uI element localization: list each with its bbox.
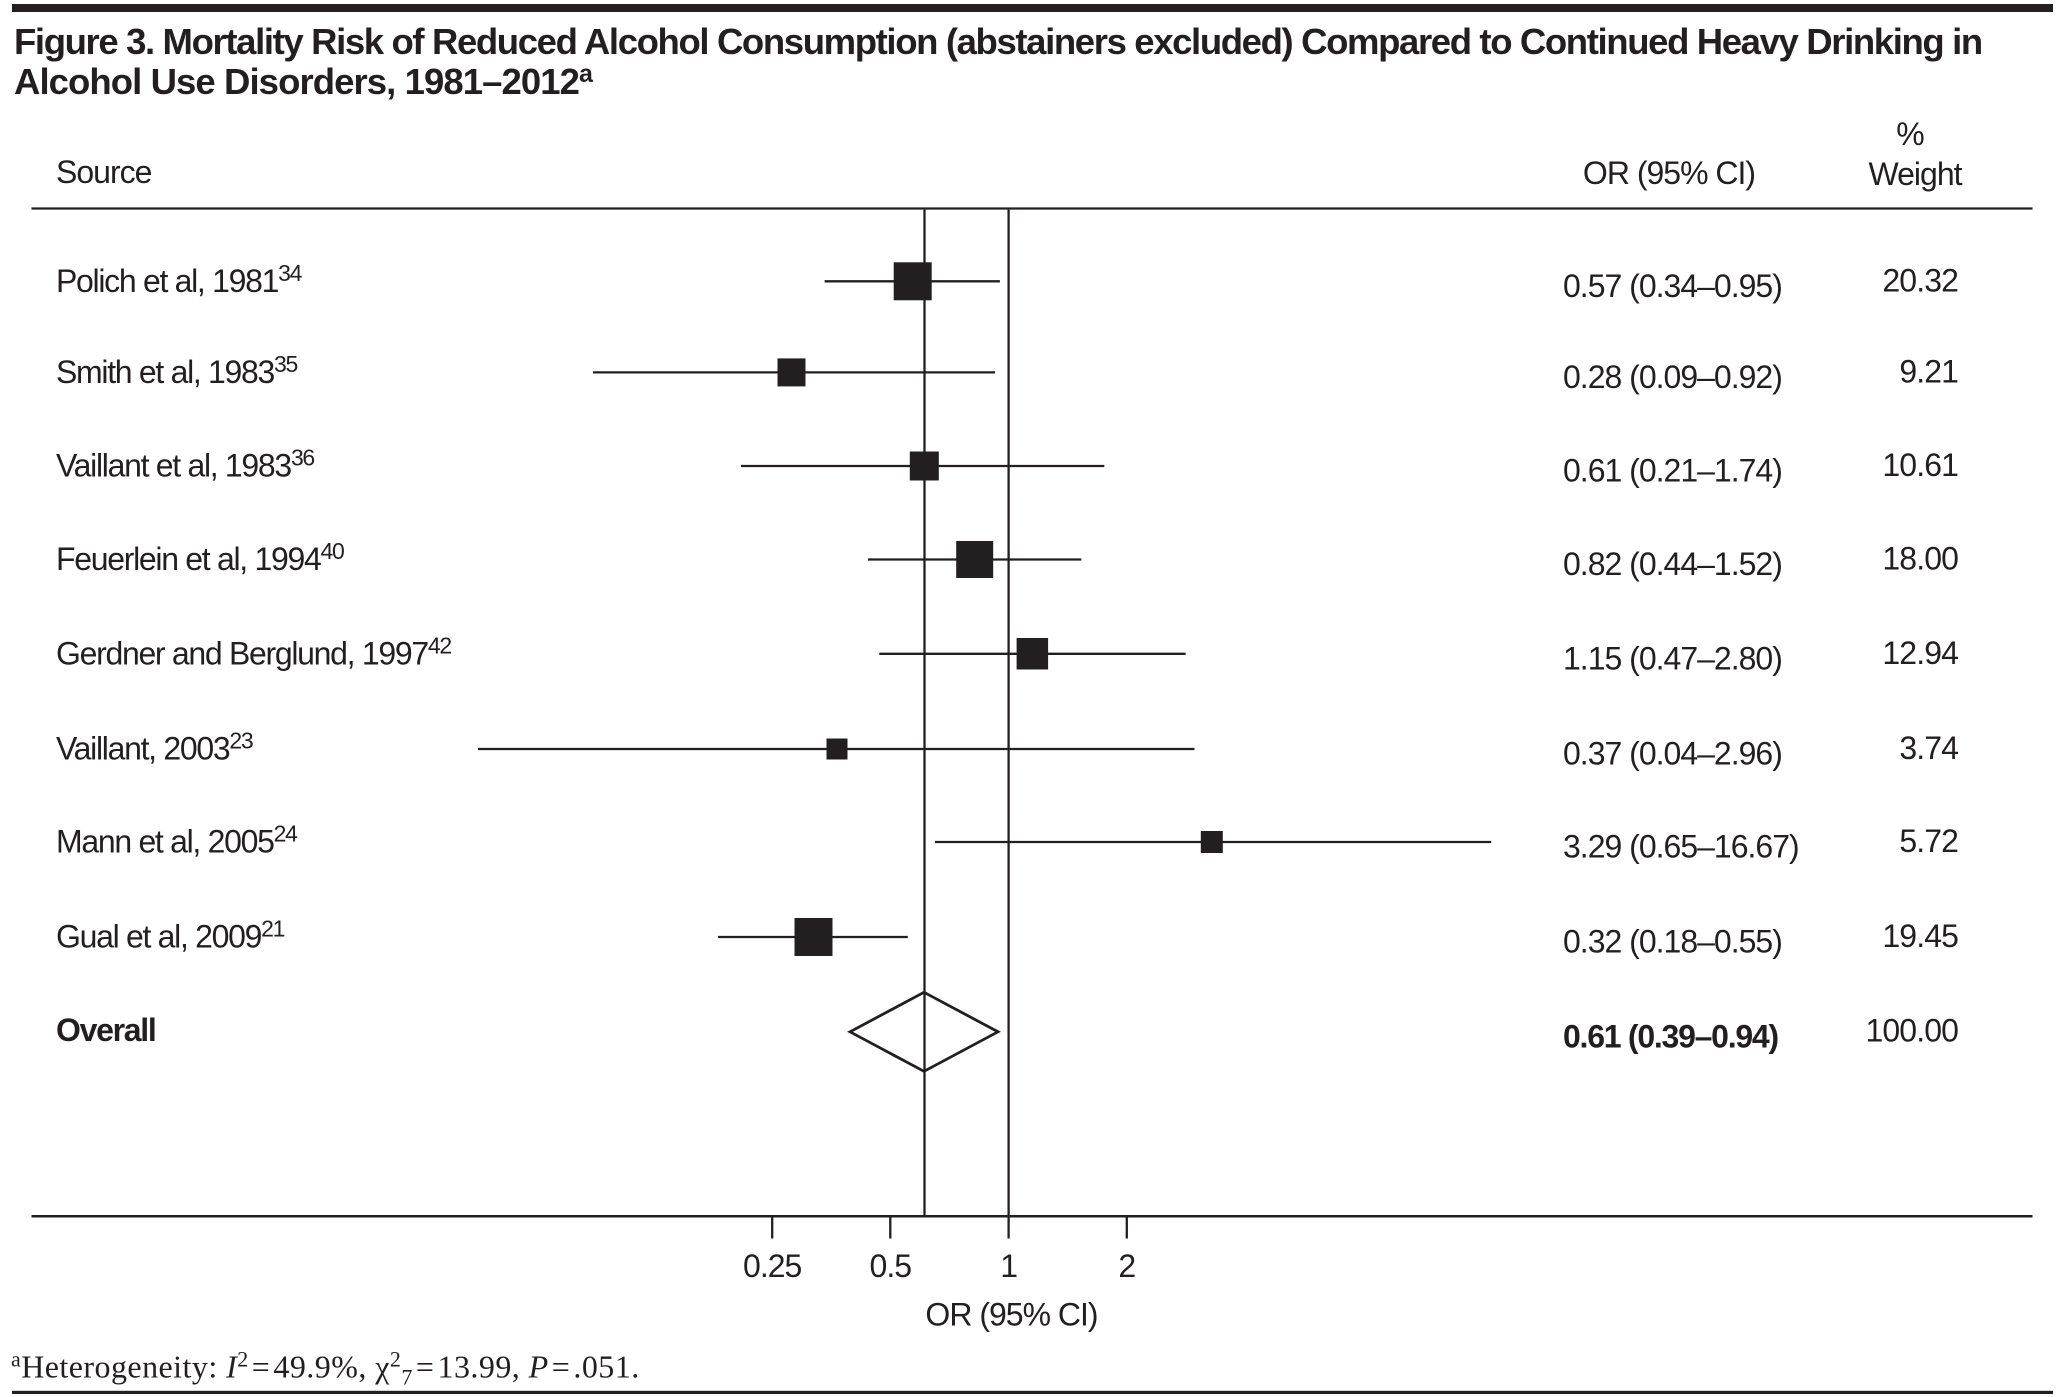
svg-text:Smith et al, 198335: Smith et al, 198335 (56, 351, 298, 390)
svg-text:0.32 (0.18–0.55): 0.32 (0.18–0.55) (1563, 924, 1782, 960)
svg-text:Source: Source (56, 154, 152, 190)
svg-text:19.45: 19.45 (1882, 918, 1958, 954)
svg-text:Gerdner and Berglund, 199742: Gerdner and Berglund, 199742 (56, 632, 451, 671)
svg-text:20.32: 20.32 (1882, 262, 1958, 298)
svg-text:1: 1 (1000, 1248, 1017, 1284)
svg-text:%: % (1896, 116, 1924, 152)
svg-text:0.82 (0.44–1.52): 0.82 (0.44–1.52) (1563, 546, 1782, 582)
svg-text:Figure 3. Mortality Risk of Re: Figure 3. Mortality Risk of Reduced Alco… (14, 21, 1982, 62)
svg-text:10.61: 10.61 (1882, 447, 1958, 483)
svg-text:Vaillant, 200323: Vaillant, 200323 (56, 728, 253, 767)
svg-text:18.00: 18.00 (1882, 541, 1958, 577)
svg-text:Overall: Overall (56, 1012, 155, 1048)
svg-text:OR (95% CI): OR (95% CI) (925, 1297, 1097, 1333)
svg-text:1.15 (0.47–2.80): 1.15 (0.47–2.80) (1563, 640, 1782, 676)
svg-text:Feuerlein et al, 199440: Feuerlein et al, 199440 (56, 538, 344, 577)
svg-text:Polich et al, 198134: Polich et al, 198134 (56, 260, 303, 299)
svg-text:0.57 (0.34–0.95): 0.57 (0.34–0.95) (1563, 268, 1782, 304)
svg-text:5.72: 5.72 (1899, 823, 1958, 859)
svg-text:0.28 (0.09–0.92): 0.28 (0.09–0.92) (1563, 359, 1782, 395)
svg-text:0.25: 0.25 (743, 1248, 801, 1284)
svg-text:0.61 (0.21–1.74): 0.61 (0.21–1.74) (1563, 453, 1782, 489)
svg-text:3.29 (0.65–16.67): 3.29 (0.65–16.67) (1563, 829, 1799, 865)
svg-text:2: 2 (1118, 1248, 1135, 1284)
svg-text:Mann et al, 200524: Mann et al, 200524 (56, 821, 298, 860)
svg-text:Weight: Weight (1868, 156, 1962, 192)
svg-text:0.5: 0.5 (870, 1248, 912, 1284)
svg-text:Vaillant et al, 198336: Vaillant et al, 198336 (56, 445, 314, 484)
svg-text:Alcohol Use Disorders, 1981–20: Alcohol Use Disorders, 1981–2012a (14, 60, 594, 102)
svg-text:3.74: 3.74 (1899, 730, 1958, 766)
svg-text:OR (95% CI): OR (95% CI) (1583, 155, 1755, 191)
svg-text:100.00: 100.00 (1866, 1013, 1959, 1049)
svg-text:aHeterogeneity: I2 = 49.9%, χ2: aHeterogeneity: I2 = 49.9%, χ27 = 13.99,… (11, 1347, 640, 1390)
svg-text:9.21: 9.21 (1899, 353, 1958, 389)
svg-text:0.37 (0.04–2.96): 0.37 (0.04–2.96) (1563, 736, 1782, 772)
svg-text:0.61 (0.39–0.94): 0.61 (0.39–0.94) (1563, 1019, 1778, 1055)
svg-text:Gual et al, 200921: Gual et al, 200921 (56, 916, 285, 955)
svg-text:12.94: 12.94 (1882, 635, 1958, 671)
